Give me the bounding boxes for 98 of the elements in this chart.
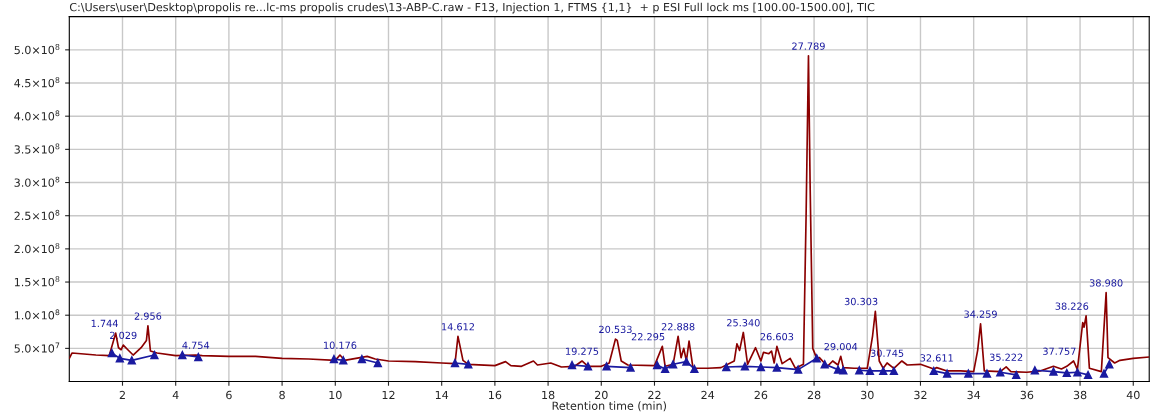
point bbox=[812, 354, 821, 363]
point bbox=[178, 350, 187, 360]
y-tick-label: 1.0×10$^{8}$ bbox=[14, 309, 60, 320]
annotation: 38.226 bbox=[1055, 302, 1089, 310]
point bbox=[464, 360, 473, 369]
chart-title: C:\Users\user\Desktop\propolis re...lc-ms propolis crudes\13-ABP-C.raw - F13, Injection 1, FTMS {1,1} + p ESI Full lock ms [100.00-1500.00], TIC bbox=[69, 2, 875, 14]
annotation: 30.303 bbox=[844, 297, 878, 306]
annotation: 27.789 bbox=[792, 42, 825, 50]
point bbox=[855, 366, 864, 375]
x-tick-label: 14 bbox=[435, 390, 449, 400]
point bbox=[1083, 370, 1093, 380]
x-tick-label: 28 bbox=[807, 390, 821, 400]
x-tick-label: 8 bbox=[279, 390, 285, 400]
x-axis-title: Retention time (min) bbox=[552, 401, 666, 412]
annotation: 26.603 bbox=[760, 332, 794, 341]
point bbox=[115, 354, 125, 363]
point bbox=[690, 364, 699, 374]
point bbox=[682, 357, 691, 366]
point bbox=[889, 366, 899, 376]
annotation: 32.611 bbox=[920, 354, 953, 362]
point bbox=[1073, 368, 1082, 377]
annotation: 35.222 bbox=[989, 353, 1023, 361]
point bbox=[1012, 370, 1021, 380]
point bbox=[942, 369, 952, 378]
point bbox=[929, 366, 938, 376]
point bbox=[964, 369, 973, 378]
y-tick-label: 4.5×10$^{8}$ bbox=[14, 77, 60, 88]
point bbox=[150, 350, 159, 360]
point bbox=[329, 354, 339, 364]
x-tick-label: 2 bbox=[119, 390, 125, 400]
y-tick-label: 1.5×10$^{8}$ bbox=[14, 276, 60, 287]
point bbox=[602, 362, 611, 371]
annotation: 10.176 bbox=[324, 341, 357, 349]
x-tick-label: 16 bbox=[489, 390, 502, 400]
point bbox=[1049, 367, 1058, 376]
point bbox=[722, 362, 731, 372]
point bbox=[107, 348, 117, 358]
y-tick-label: 2.5×10$^{8}$ bbox=[14, 209, 60, 220]
point bbox=[839, 366, 848, 375]
annotation: 19.275 bbox=[566, 347, 599, 355]
x-tick-label: 20 bbox=[595, 390, 608, 400]
x-tick-label: 22 bbox=[648, 390, 661, 400]
point bbox=[194, 352, 203, 362]
point bbox=[660, 364, 670, 374]
y-tick-label: 4.0×10$^{8}$ bbox=[14, 110, 60, 121]
annotation: 1.744 bbox=[91, 319, 118, 327]
y-tick-label: 5.0×10$^{8}$ bbox=[14, 43, 60, 55]
annotation: 2.956 bbox=[134, 312, 162, 320]
point bbox=[357, 354, 367, 364]
point bbox=[567, 360, 577, 370]
x-tick-label: 40 bbox=[1126, 390, 1140, 400]
x-tick-label: 30 bbox=[861, 390, 874, 400]
x-tick-label: 32 bbox=[914, 390, 927, 400]
point bbox=[127, 356, 136, 365]
annotation: 22.295 bbox=[631, 332, 665, 341]
point bbox=[793, 365, 803, 374]
annotation: 34.259 bbox=[964, 310, 997, 318]
y-tick-label: 5.0×10$^{7}$ bbox=[14, 342, 60, 353]
annotation: 38.980 bbox=[1089, 279, 1123, 287]
annotation: 37.757 bbox=[1043, 347, 1076, 355]
annotation: 4.754 bbox=[182, 341, 210, 349]
annotation: 22.888 bbox=[661, 323, 695, 331]
x-tick-label: 4 bbox=[172, 390, 179, 400]
point bbox=[1062, 368, 1071, 378]
x-tick-label: 10 bbox=[329, 390, 342, 400]
x-tick-label: 6 bbox=[226, 390, 232, 400]
x-tick-label: 18 bbox=[542, 390, 555, 400]
point bbox=[1030, 366, 1040, 375]
x-tick-label: 38 bbox=[1073, 390, 1087, 400]
point bbox=[373, 358, 383, 368]
point bbox=[339, 356, 348, 365]
point bbox=[1105, 360, 1114, 369]
point bbox=[626, 363, 635, 372]
x-tick-label: 26 bbox=[754, 390, 768, 400]
point bbox=[865, 366, 875, 376]
x-tick-label: 12 bbox=[382, 390, 395, 400]
point bbox=[982, 369, 992, 378]
point bbox=[652, 360, 662, 370]
point bbox=[668, 360, 678, 369]
point bbox=[996, 368, 1005, 377]
point bbox=[772, 363, 782, 372]
x-tick-label: 36 bbox=[1020, 390, 1034, 400]
point bbox=[756, 362, 766, 372]
point bbox=[820, 360, 829, 369]
y-tick-label: 3.0×10$^{8}$ bbox=[14, 176, 60, 187]
point bbox=[740, 362, 750, 371]
point bbox=[1099, 369, 1109, 378]
point bbox=[879, 366, 888, 376]
y-tick-label: 3.5×10$^{8}$ bbox=[14, 143, 60, 154]
annotation: 20.533 bbox=[599, 325, 632, 334]
annotation: 25.340 bbox=[727, 319, 760, 327]
annotation: 14.612 bbox=[442, 323, 474, 331]
y-tick-label: 2.0×10$^{8}$ bbox=[14, 242, 60, 254]
point bbox=[450, 358, 460, 368]
point bbox=[583, 362, 593, 371]
annotation: 29.004 bbox=[824, 342, 858, 351]
x-tick-label: 24 bbox=[701, 390, 715, 400]
x-tick-label: 34 bbox=[967, 390, 981, 400]
